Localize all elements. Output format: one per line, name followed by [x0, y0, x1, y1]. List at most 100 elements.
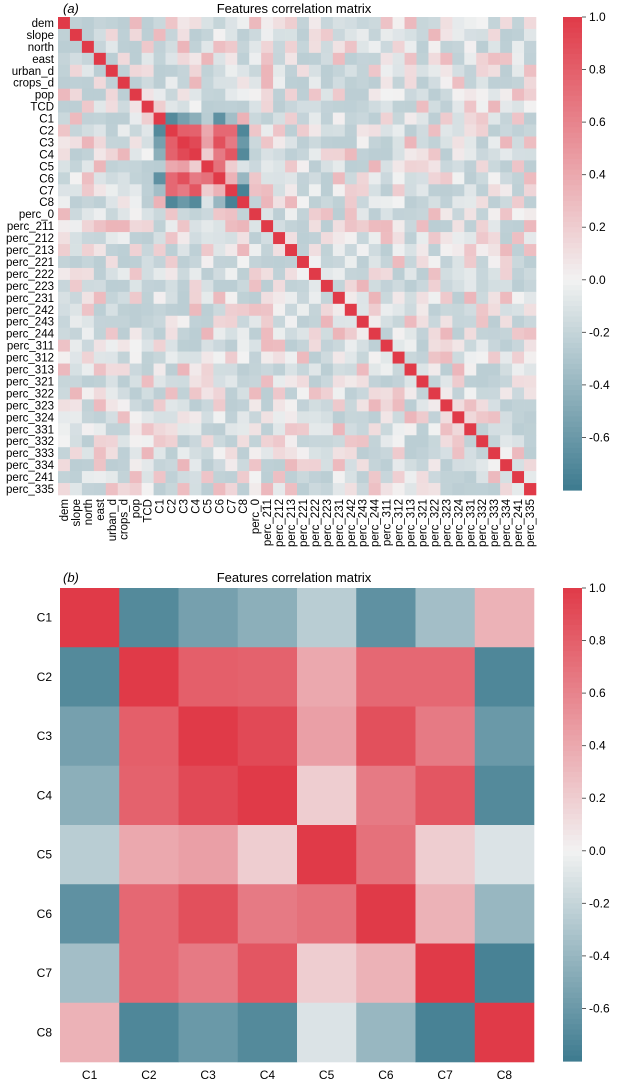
heatmap-cell: [344, 471, 358, 484]
colorbar-b-gradient-step: [563, 824, 582, 831]
heatmap-cell: [153, 483, 166, 496]
heatmap-cell: [344, 52, 358, 66]
heatmap-cell: [308, 100, 322, 113]
heatmap-cell: [225, 208, 238, 221]
heatmap-cell: [117, 327, 130, 340]
heatmap-cell: [332, 244, 346, 257]
heatmap-cell: [320, 232, 334, 245]
heatmap-cell: [105, 375, 119, 388]
heatmap-cell: [297, 76, 310, 89]
heatmap-cell: [129, 423, 142, 436]
heatmap-cell: [261, 387, 274, 400]
heatmap-cell: [320, 124, 334, 137]
heatmap-cell: [93, 327, 107, 340]
heatmap-cell: [141, 244, 154, 257]
heatmap-cell: [249, 459, 262, 472]
heatmap-cell: [249, 327, 262, 340]
heatmap-cell: [416, 184, 429, 197]
heatmap-cell: [416, 339, 429, 352]
colorbar-a-gradient-step: [563, 379, 582, 386]
heatmap-cell: [464, 100, 477, 113]
heatmap-cell: [308, 423, 322, 436]
heatmap-cell: [392, 28, 405, 42]
heatmap-cell: [153, 267, 166, 281]
heatmap-cell: [464, 160, 477, 173]
heatmap-cell: [249, 411, 262, 424]
heatmap-cell: [512, 232, 525, 245]
heatmap-cell: [141, 184, 154, 197]
heatmap-cell: [332, 148, 346, 161]
heatmap-cell: [58, 339, 71, 352]
heatmap-cell: [93, 375, 107, 388]
heatmap-cell: [177, 124, 190, 137]
heatmap-cell: [452, 339, 465, 352]
heatmap-cell: [524, 459, 537, 472]
heatmap-cell: [464, 184, 477, 197]
heatmap-cell: [440, 483, 453, 496]
heatmap-cell: [452, 363, 465, 376]
heatmap-cell: [356, 220, 369, 233]
col-label: perc_0: [250, 499, 262, 534]
heatmap-cell: [320, 351, 334, 364]
heatmap-cell: [81, 483, 95, 496]
heatmap-cell: [225, 256, 238, 269]
heatmap-cell: [177, 423, 190, 436]
heatmap-cell: [69, 399, 83, 412]
heatmap-cell: [261, 303, 274, 317]
heatmap-cell: [189, 148, 202, 161]
colorbar-b-gradient-step: [563, 1018, 582, 1025]
heatmap-cell: [58, 112, 71, 125]
heatmap-cell: [261, 220, 274, 233]
heatmap-cell: [524, 196, 537, 209]
heatmap-cell: [141, 40, 154, 54]
heatmap-cell: [380, 88, 393, 101]
heatmap-cell: [213, 148, 226, 161]
heatmap-cell: [178, 706, 239, 767]
heatmap-cell: [249, 100, 262, 113]
heatmap-cell: [404, 315, 417, 328]
heatmap-cell: [380, 447, 393, 460]
heatmap-cell: [380, 208, 393, 221]
heatmap-cell: [285, 423, 298, 436]
heatmap-cell: [201, 471, 214, 484]
heatmap-cell: [428, 64, 441, 78]
heatmap-cell: [141, 423, 154, 436]
heatmap-cell: [129, 40, 142, 54]
heatmap-cell: [404, 267, 417, 281]
heatmap-cell: [129, 447, 142, 460]
heatmap-cell: [105, 351, 119, 364]
heatmap-cell: [344, 112, 358, 125]
heatmap-cell: [93, 17, 107, 30]
heatmap-cell: [356, 267, 369, 281]
heatmap-cell: [261, 244, 274, 257]
heatmap-cell: [368, 112, 381, 125]
heatmap-cell: [356, 471, 369, 484]
heatmap-cell: [440, 124, 453, 137]
col-label: C5: [202, 499, 214, 514]
heatmap-cell: [81, 351, 95, 364]
heatmap-cell: [392, 136, 405, 149]
heatmap-cell: [273, 435, 286, 448]
heatmap-cell: [165, 28, 178, 42]
heatmap-cell: [452, 244, 465, 257]
heatmap-cell: [249, 351, 262, 364]
heatmap-cell: [249, 76, 262, 89]
col-label: perc_322: [429, 499, 441, 547]
colorbar-a-gradient-step: [563, 327, 582, 333]
heatmap-cell: [416, 17, 429, 30]
heatmap-cell: [297, 28, 310, 42]
heatmap-cell: [344, 232, 358, 245]
heatmap-cell: [93, 196, 107, 209]
heatmap-cell: [297, 244, 310, 257]
heatmap-cell: [332, 220, 346, 233]
heatmap-cell: [105, 88, 119, 101]
heatmap-cell: [249, 17, 262, 30]
colorbar-b-gradient-step: [563, 992, 582, 999]
heatmap-cell: [488, 52, 501, 66]
heatmap-cell: [58, 435, 71, 448]
heatmap-cell: [285, 196, 298, 209]
heatmap-cell: [512, 339, 525, 352]
heatmap-cell: [153, 471, 166, 484]
heatmap-cell: [273, 112, 286, 125]
heatmap-cell: [392, 160, 405, 173]
